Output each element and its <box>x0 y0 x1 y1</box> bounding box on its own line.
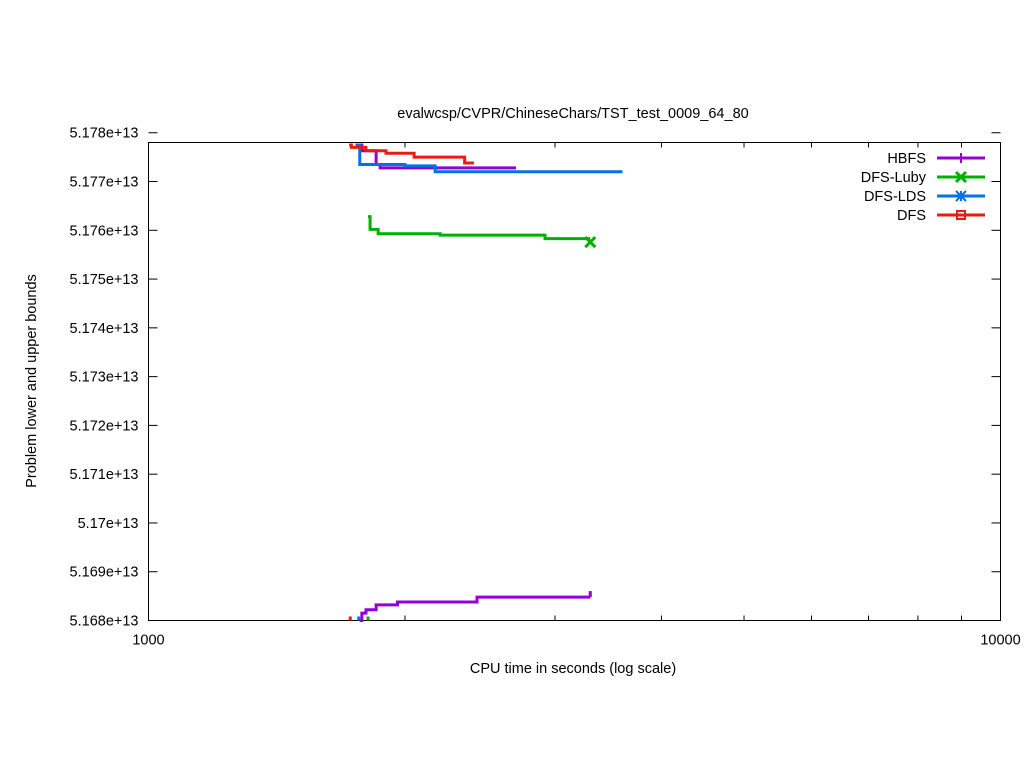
y-tick-label: 5.171e+13 <box>70 467 139 483</box>
legend: HBFS DFS-Luby DFS-LDS DFS <box>861 151 985 224</box>
y-tick-label: 5.173e+13 <box>70 370 139 386</box>
plot-frame <box>148 142 1001 621</box>
y-tick-label: 5.175e+13 <box>70 272 139 288</box>
y-axis-label: Problem lower and upper bounds <box>24 274 40 488</box>
legend-marker-dfs-lds <box>955 190 967 202</box>
x-axis-label: CPU time in seconds (log scale) <box>470 661 676 677</box>
axis-ticks: 5.168e+13 5.169e+13 5.17e+13 5.171e+13 5.172… <box>70 126 1021 649</box>
y-tick-label: 5.172e+13 <box>70 418 139 434</box>
legend-marker-dfs-luby <box>954 170 968 184</box>
y-tick-label: 5.178e+13 <box>70 126 139 142</box>
series-dfs-lds-upper <box>356 143 623 174</box>
series-lines <box>348 143 623 622</box>
x-tick-label: 10000 <box>980 633 1020 649</box>
legend-marker-hbfs <box>956 153 966 163</box>
legend-marker-dfs <box>956 210 966 220</box>
legend-label-dfs: DFS <box>897 208 926 224</box>
y-tick-label: 5.174e+13 <box>70 321 139 337</box>
chart-title: evalwcsp/CVPR/ChineseChars/TST_test_0009… <box>397 106 748 122</box>
series-dfs-upper <box>349 143 474 165</box>
legend-label-dfs-luby: DFS-Luby <box>861 170 927 186</box>
series-hbfs-lower <box>359 595 591 622</box>
y-tick-label: 5.168e+13 <box>70 614 139 630</box>
y-tick-label: 5.169e+13 <box>70 565 139 581</box>
y-tick-label: 5.176e+13 <box>70 223 139 239</box>
legend-label-hbfs: HBFS <box>887 151 926 167</box>
series-dfs-luby-upper <box>368 215 591 241</box>
series-dfs-luby-end-marker <box>584 235 597 249</box>
y-tick-label: 5.17e+13 <box>78 516 139 532</box>
y-tick-label: 5.177e+13 <box>70 175 139 191</box>
x-tick-label: 1000 <box>132 633 164 649</box>
legend-label-dfs-lds: DFS-LDS <box>864 189 926 205</box>
